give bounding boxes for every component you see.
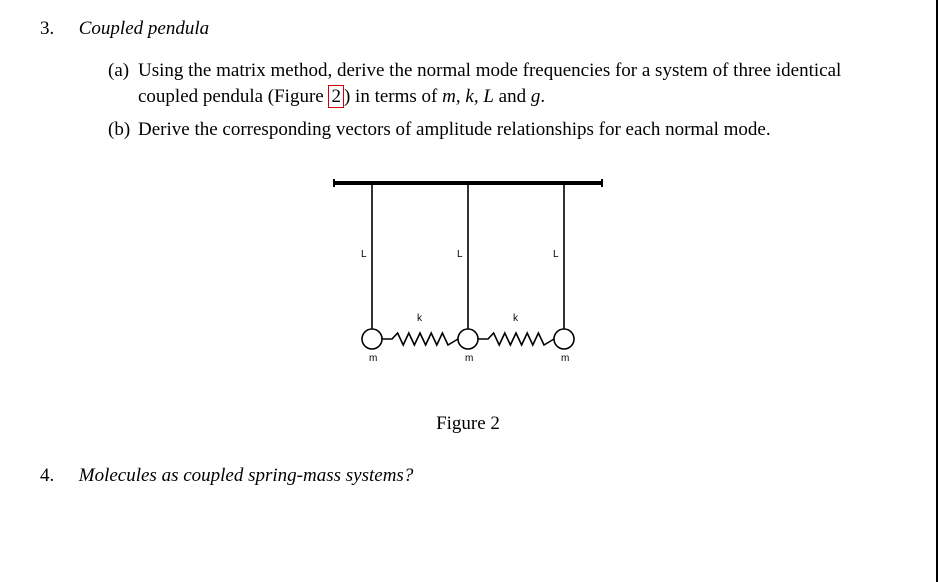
svg-text:m: m: [369, 353, 377, 364]
var-m: m: [442, 86, 456, 107]
svg-text:k: k: [513, 313, 519, 324]
problem-3-header: 3. Coupled pendula: [40, 18, 896, 40]
figure-reference: 2: [328, 85, 344, 108]
svg-text:m: m: [465, 353, 473, 364]
problem-3a: (a)Using the matrix method, derive the n…: [108, 58, 896, 109]
figure-reference-number: 2: [328, 85, 344, 108]
svg-text:L: L: [361, 249, 367, 260]
svg-text:m: m: [561, 353, 569, 364]
pendula-diagram: Lm Lm Lm k k: [318, 171, 618, 371]
problem-4-header: 4. Molecules as coupled spring-mass syst…: [40, 465, 896, 487]
problem-3-number: 3.: [40, 18, 74, 40]
svg-text:k: k: [417, 313, 423, 324]
problem-4-number: 4.: [40, 465, 74, 487]
var-L: L: [483, 86, 494, 107]
problem-3-title: Coupled pendula: [79, 18, 209, 39]
figure-2: Lm Lm Lm k k Figure 2: [40, 171, 896, 435]
label-3a: (a): [108, 58, 138, 84]
text-3b: Derive the corresponding vectors of ampl…: [138, 119, 771, 140]
svg-text:L: L: [457, 249, 463, 260]
label-3b: (b): [108, 117, 138, 143]
problem-3b: (b)Derive the corresponding vectors of a…: [108, 117, 896, 143]
problem-4-title: Molecules as coupled spring-mass systems…: [79, 465, 414, 486]
var-k: k: [465, 86, 473, 107]
figure-2-caption: Figure 2: [40, 413, 896, 435]
text-3a-mid: ) in terms of: [344, 86, 442, 107]
svg-text:L: L: [553, 249, 559, 260]
var-g: g: [531, 86, 541, 107]
